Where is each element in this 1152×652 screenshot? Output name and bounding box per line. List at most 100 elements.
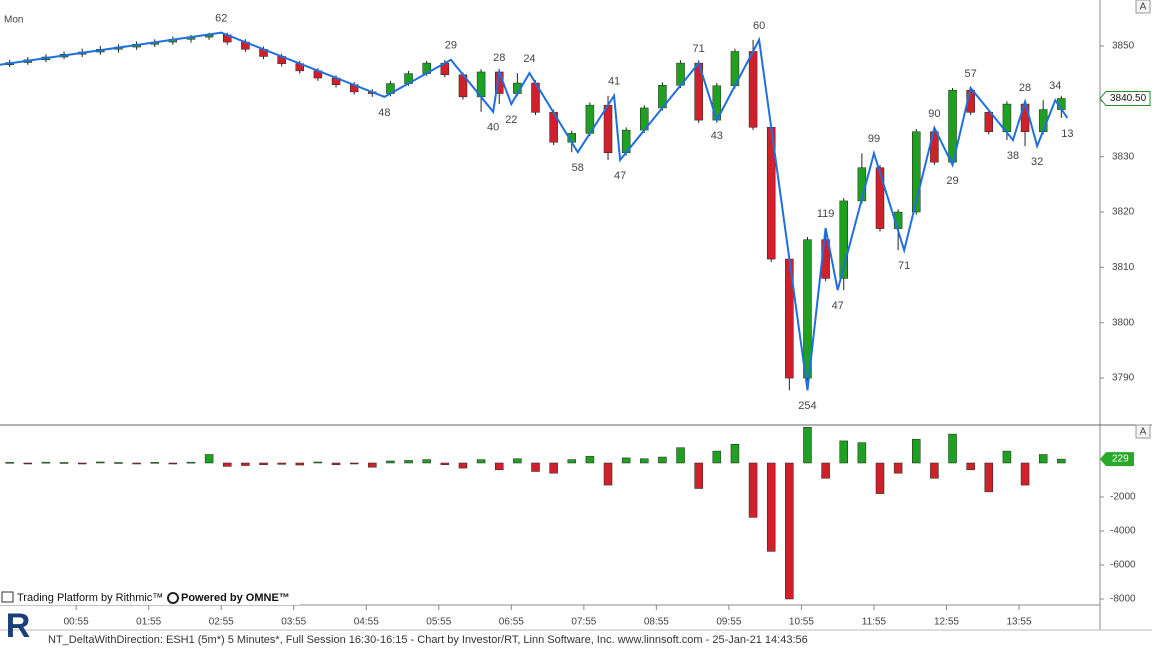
delta-bar — [132, 462, 141, 465]
candle-body — [912, 131, 921, 213]
delta-bar — [803, 427, 812, 464]
delta-bar — [241, 462, 250, 466]
delta-bar — [766, 462, 776, 552]
delta-bar — [930, 462, 939, 479]
delta-bar — [694, 462, 703, 489]
last-price-marker — [1099, 91, 1151, 107]
swing-label: 99 — [868, 133, 880, 145]
swing-label: 28 — [1019, 82, 1031, 94]
x-tick-label: 02:55 — [209, 617, 234, 628]
x-tick-label: 10:55 — [789, 617, 814, 628]
swing-label: 71 — [693, 43, 705, 55]
y-tick-label: -6000 — [1110, 560, 1136, 571]
delta-bar — [748, 462, 758, 518]
scale-button-label[interactable]: A — [1140, 2, 1147, 13]
session-label: Mon — [4, 15, 23, 26]
delta-bar — [1057, 458, 1066, 464]
swing-label: 48 — [378, 107, 390, 119]
last-delta-label: 229 — [1112, 454, 1129, 465]
delta-bar — [295, 462, 305, 466]
delta-bar — [839, 440, 848, 464]
delta-bar — [1038, 454, 1048, 464]
x-tick-label: 06:55 — [499, 617, 524, 628]
delta-bar — [59, 462, 69, 464]
swing-label: 254 — [798, 400, 816, 412]
swing-label: 62 — [215, 13, 227, 25]
delta-bar — [712, 450, 722, 464]
delta-bar — [821, 462, 830, 479]
delta-bar — [168, 462, 178, 465]
delta-bar — [948, 433, 957, 464]
delta-bar — [458, 462, 468, 469]
delta-bar — [422, 459, 431, 464]
delta-bar — [349, 462, 359, 465]
delta-bar — [41, 461, 51, 464]
candle-body — [875, 167, 885, 229]
delta-bar — [549, 462, 558, 474]
delta-bar — [640, 458, 649, 464]
delta-bar — [730, 444, 740, 464]
delta-bar — [5, 462, 14, 464]
delta-bar — [204, 454, 214, 464]
delta-bar — [368, 462, 377, 468]
omne-icon — [167, 592, 179, 604]
x-tick-label: 04:55 — [354, 617, 379, 628]
delta-bar — [23, 462, 33, 465]
y-tick-label: 3850 — [1112, 41, 1135, 52]
delta-bar — [912, 438, 921, 464]
swing-label: 58 — [572, 162, 584, 174]
delta-bar — [186, 461, 196, 464]
swing-label: 57 — [965, 68, 977, 80]
swing-label: 71 — [898, 260, 910, 272]
swing-label: 28 — [493, 52, 505, 64]
y-tick-label: -4000 — [1110, 526, 1136, 537]
swing-label: 40 — [487, 122, 499, 134]
swing-label: 29 — [946, 175, 958, 187]
delta-bar — [404, 460, 413, 464]
delta-bar — [494, 462, 504, 471]
candle-body — [748, 51, 758, 128]
delta-bar — [893, 462, 903, 474]
delta-bar — [531, 462, 540, 472]
y-tick-label: 3790 — [1112, 373, 1135, 384]
x-tick-label: 09:55 — [716, 617, 741, 628]
swing-label: 38 — [1007, 150, 1019, 162]
swing-label: 29 — [445, 40, 457, 52]
x-tick-label: 11:55 — [862, 617, 887, 628]
x-tick-label: 13:55 — [1006, 617, 1031, 628]
swing-label: 43 — [711, 130, 723, 142]
x-tick-label: 08:55 — [644, 617, 669, 628]
delta-bar — [313, 461, 323, 464]
branding-platform: Trading Platform by Rithmic™ — [17, 592, 163, 604]
scale-button[interactable] — [1135, 0, 1151, 14]
delta-bar — [857, 442, 867, 464]
candle-body — [839, 200, 848, 279]
swing-label: 47 — [832, 300, 844, 312]
delta-bar — [603, 462, 613, 486]
y-tick-label: -8000 — [1110, 594, 1136, 605]
delta-bar — [785, 462, 794, 600]
scale-button-label[interactable]: A — [1140, 427, 1147, 438]
delta-bar — [585, 455, 595, 464]
scale-button[interactable] — [1135, 424, 1151, 439]
delta-bar — [259, 462, 268, 465]
candle-body — [603, 104, 613, 154]
x-tick-label: 05:55 — [426, 617, 451, 628]
delta-bar — [984, 462, 994, 493]
delta-bar — [875, 462, 885, 494]
delta-bar — [966, 462, 975, 471]
swing-label: 34 — [1049, 80, 1061, 92]
delta-bar — [1002, 450, 1012, 464]
swing-label: 13 — [1061, 128, 1073, 140]
branding-icon — [1, 591, 14, 603]
x-tick-label: 07:55 — [571, 617, 596, 628]
swing-label: 119 — [817, 208, 835, 220]
delta-bar — [621, 457, 631, 464]
delta-bar — [676, 447, 685, 464]
y-tick-label: 3830 — [1112, 151, 1135, 162]
delta-bar — [223, 462, 232, 467]
logo: R — [6, 607, 31, 645]
delta-bar — [1020, 462, 1030, 486]
